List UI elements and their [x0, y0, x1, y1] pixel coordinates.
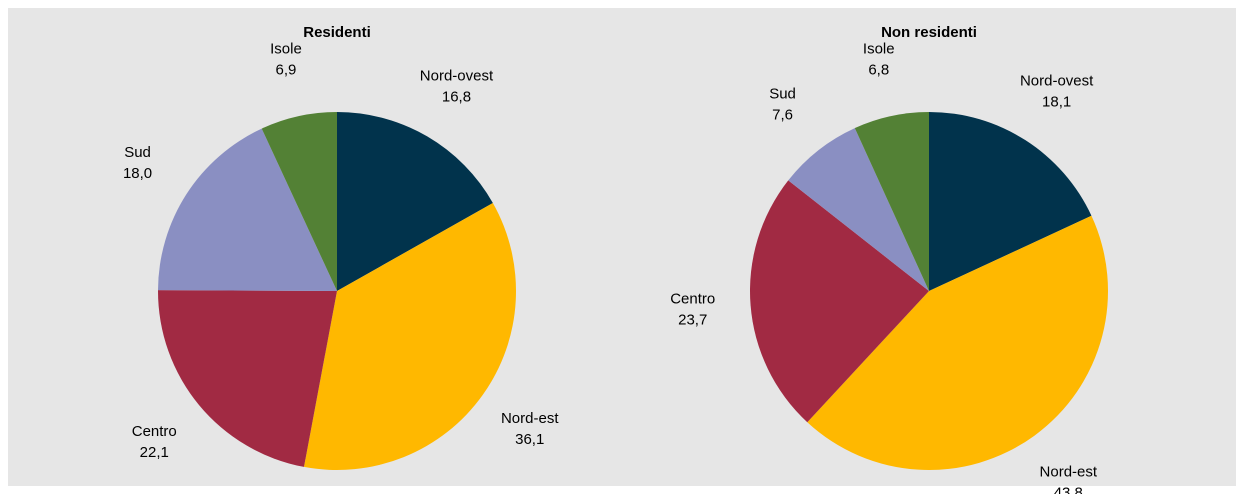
value-label: 18,1	[1042, 93, 1071, 110]
pie-slice	[788, 128, 929, 291]
chart-title: Non residenti	[881, 24, 977, 41]
value-label: 36,1	[515, 431, 544, 448]
slice-label: Centro	[132, 423, 177, 440]
pie-slice	[750, 180, 929, 423]
pie-slice	[807, 215, 1108, 470]
value-label: 22,1	[140, 444, 169, 461]
value-label: 16,8	[442, 88, 471, 105]
pie-slice	[158, 128, 337, 291]
slice-label: Nord-ovest	[1020, 72, 1094, 89]
pie-slice	[929, 112, 1092, 291]
value-label: 7,6	[772, 107, 793, 124]
pie-slice	[158, 290, 337, 467]
value-label: 6,8	[868, 61, 889, 78]
slice-label: Isole	[863, 40, 895, 57]
chart-title: Residenti	[303, 24, 371, 41]
slice-label: Nord-est	[1040, 464, 1098, 481]
value-label: 23,7	[678, 312, 707, 329]
pie-slice	[337, 112, 493, 291]
pie-slice	[261, 112, 337, 291]
value-label: 6,9	[276, 62, 297, 79]
slice-label: Sud	[769, 86, 796, 103]
pie-slice	[854, 112, 929, 291]
slice-label: Isole	[270, 41, 302, 58]
pie-slice	[303, 202, 516, 471]
slice-label: Sud	[124, 144, 151, 161]
slice-label: Nord-est	[501, 410, 559, 427]
value-label: 18,0	[123, 165, 152, 182]
slice-label: Centro	[670, 291, 715, 308]
slice-label: Nord-ovest	[420, 67, 494, 84]
value-label: 43,8	[1054, 485, 1083, 494]
